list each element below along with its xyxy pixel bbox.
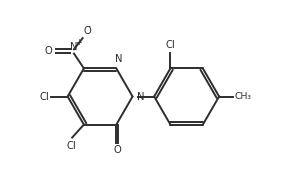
Text: Cl: Cl (165, 41, 175, 51)
Text: N: N (70, 42, 78, 52)
Text: O: O (114, 145, 121, 155)
Text: O: O (45, 46, 53, 56)
Text: +: + (75, 38, 82, 47)
Text: O: O (83, 26, 91, 36)
Text: -: - (87, 22, 90, 31)
Text: Cl: Cl (67, 141, 76, 151)
Text: N: N (115, 54, 123, 64)
Text: CH₃: CH₃ (234, 92, 251, 101)
Text: N: N (138, 91, 145, 102)
Text: Cl: Cl (39, 91, 49, 102)
